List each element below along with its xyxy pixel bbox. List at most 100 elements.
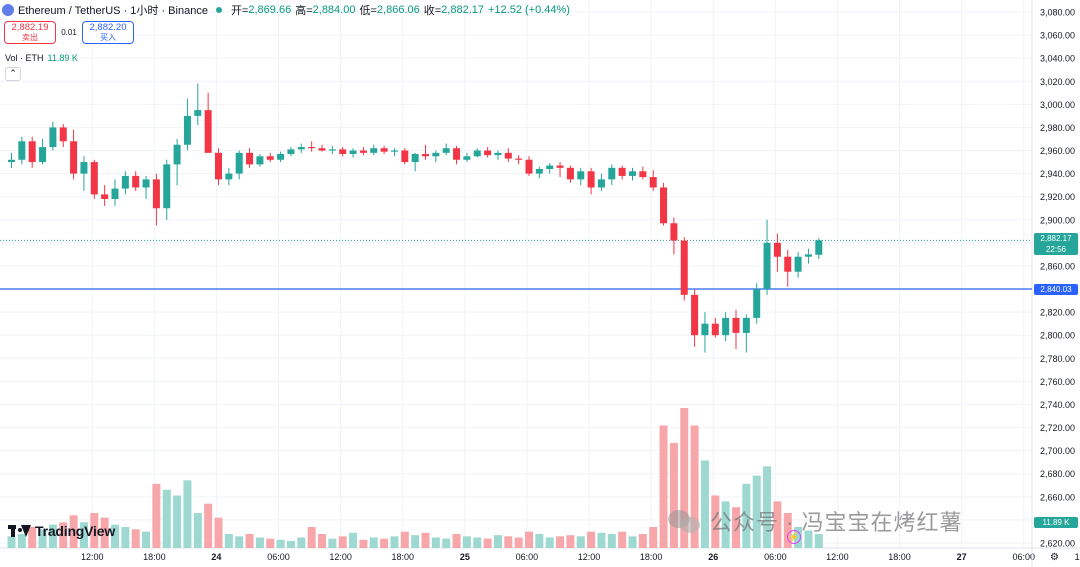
candle-body[interactable] [8,159,15,163]
candle-body[interactable] [494,152,502,156]
candle-body[interactable] [546,165,554,169]
candle-body[interactable] [194,110,202,116]
candle-body[interactable] [163,164,171,209]
candle-body[interactable] [618,167,626,176]
candle-body[interactable] [629,171,636,176]
volume-bar [142,531,151,548]
candle-body[interactable] [235,152,243,174]
candle-body[interactable] [473,150,481,157]
gear-icon[interactable]: ⚙ [1050,552,1059,563]
candle-body[interactable] [515,158,523,160]
tradingview-logo[interactable]: TradingView [8,523,115,539]
candle-body[interactable] [266,156,274,160]
candle-body[interactable] [101,194,109,200]
symbol-title[interactable]: Ethereum / TetherUS · 1小时 · Binance [18,5,208,17]
candle-body[interactable] [349,150,357,154]
candle-body[interactable] [142,179,150,188]
candle-body[interactable] [152,179,160,209]
candle-body[interactable] [59,127,67,142]
candle-body[interactable] [287,149,295,154]
candle-body[interactable] [804,254,812,257]
candle-body[interactable] [484,150,492,156]
candle-body[interactable] [39,147,47,163]
candle-body[interactable] [173,144,181,165]
candle-body[interactable] [608,167,616,180]
candle-body[interactable] [660,187,668,224]
candle-body[interactable] [577,171,585,180]
candle-body[interactable] [401,150,409,163]
candle-body[interactable] [597,179,605,188]
candle-body[interactable] [111,188,119,200]
candle-body[interactable] [339,149,347,154]
line-price-tag: 2,840.03 [1034,283,1078,295]
candle-body[interactable] [742,317,750,333]
candle-body[interactable] [753,289,761,318]
candle-body[interactable] [256,156,264,165]
candle-body[interactable] [794,256,802,272]
y-tick-label: 2,900.00 [1040,215,1075,225]
candle-body[interactable] [49,127,57,148]
lightning-icon[interactable]: ⚡ [787,530,801,544]
candle-body[interactable] [80,162,88,174]
candle-body[interactable] [722,317,730,336]
candle-body[interactable] [701,323,709,336]
x-tick-label: 18:00 [143,552,166,562]
candle-body[interactable] [121,175,129,189]
candle-body[interactable] [463,156,471,160]
candle-body[interactable] [815,240,823,255]
candle-body[interactable] [328,149,336,151]
candle-body[interactable] [732,317,740,333]
candle-body[interactable] [556,165,564,168]
candle-body[interactable] [763,242,771,290]
candle-body[interactable] [28,141,36,163]
candle-body[interactable] [691,294,699,336]
close-label: 收= [423,5,442,17]
volume-bar [556,536,565,548]
candle-body[interactable] [359,150,367,153]
candle-body[interactable] [215,152,222,180]
x-tick-label: 12:00 [826,552,849,562]
candle-body[interactable] [587,171,595,188]
candle-body[interactable] [90,162,98,195]
chevron-up-icon[interactable]: ⌃ [5,67,21,81]
x-tick-label: 06:00 [1012,552,1035,562]
buy-button[interactable]: 2,882.20 买入 [82,21,134,44]
candle-body[interactable] [246,152,254,165]
candle-body[interactable] [70,141,78,174]
volume-bar [59,522,68,548]
candle-body[interactable] [204,110,212,153]
candle-body[interactable] [318,148,326,151]
candle-body[interactable] [308,147,316,149]
candle-body[interactable] [670,223,678,241]
candle-body[interactable] [370,148,378,153]
candle-body[interactable] [784,256,792,272]
open-label: 开= [230,5,249,17]
candle-body[interactable] [442,148,450,153]
candle-body[interactable] [18,141,26,160]
candle-body[interactable] [225,173,233,180]
candle-body[interactable] [773,242,781,257]
tradingview-mark-icon [8,525,31,537]
candle-body[interactable] [639,171,647,178]
candle-body[interactable] [711,323,719,336]
x-tick-label: 18:00 [888,552,911,562]
candle-body[interactable] [422,153,429,157]
y-tick-label: 2,760.00 [1040,377,1075,387]
candle-body[interactable] [132,175,140,188]
candle-body[interactable] [297,147,305,150]
candle-body[interactable] [453,148,461,160]
candle-body[interactable] [390,150,398,152]
candle-body[interactable] [411,153,419,163]
sell-button[interactable]: 2,882.19 卖出 [4,21,56,44]
candle-body[interactable] [277,153,285,160]
candle-body[interactable] [432,152,440,157]
candle-body[interactable] [680,240,688,295]
candle-body[interactable] [504,152,512,159]
candle-body[interactable] [183,115,191,145]
candle-body[interactable] [649,177,657,188]
candle-body[interactable] [380,148,388,152]
candle-body[interactable] [525,159,533,174]
candle-body[interactable] [535,168,543,174]
candle-body[interactable] [566,167,574,180]
